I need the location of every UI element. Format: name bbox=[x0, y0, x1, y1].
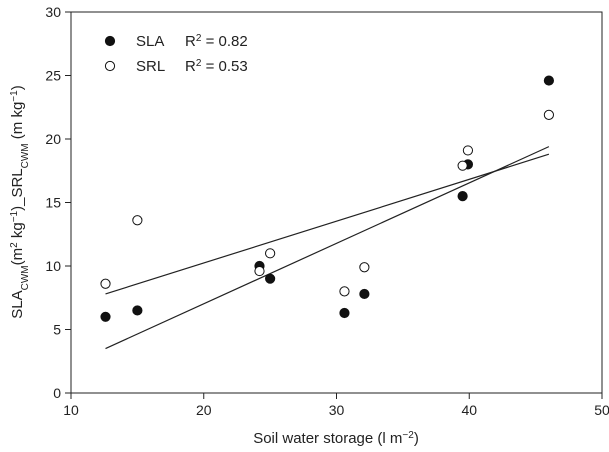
legend-marker-sla bbox=[104, 35, 116, 47]
point-srl bbox=[543, 109, 555, 120]
point-srl bbox=[132, 215, 143, 226]
x-tick-label: 10 bbox=[63, 402, 79, 418]
x-tick-label: 30 bbox=[329, 402, 345, 418]
point-sla bbox=[132, 305, 143, 316]
point-srl bbox=[254, 265, 265, 277]
x-tick-label: 50 bbox=[594, 402, 609, 418]
point-sla bbox=[543, 75, 555, 86]
legend-marker-srl bbox=[104, 60, 116, 72]
legend-r2-srl: R2 = 0.53 bbox=[185, 58, 248, 76]
point-srl bbox=[100, 278, 111, 289]
point-sla bbox=[359, 288, 370, 300]
legend-label-sla: SLA bbox=[136, 33, 164, 50]
point-sla bbox=[339, 307, 350, 319]
y-axis-label: SLACWM(m2 kg−1)_SRLCWM (m kg−1) bbox=[9, 85, 31, 318]
point-srl bbox=[265, 248, 276, 259]
y-tick-label: 10 bbox=[45, 258, 61, 274]
y-tick-label: 20 bbox=[45, 131, 61, 147]
y-tick-label: 15 bbox=[45, 195, 61, 211]
fit-lines bbox=[105, 146, 550, 350]
point-srl bbox=[457, 160, 468, 171]
y-tick-label: 5 bbox=[53, 322, 61, 338]
y-tick-label: 25 bbox=[45, 68, 61, 84]
fit-line-srl bbox=[105, 153, 550, 295]
point-srl bbox=[339, 286, 350, 297]
x-tick-label: 40 bbox=[461, 402, 477, 418]
point-sla bbox=[457, 191, 468, 202]
legend-label-srl: SRL bbox=[136, 58, 165, 75]
x-tick-label: 20 bbox=[196, 402, 212, 418]
fit-line-sla bbox=[105, 146, 550, 350]
point-srl bbox=[462, 145, 474, 156]
point-srl bbox=[359, 262, 370, 273]
y-tick-label: 30 bbox=[45, 4, 61, 20]
point-sla bbox=[265, 273, 276, 284]
data-points bbox=[100, 75, 555, 322]
point-sla bbox=[100, 311, 111, 322]
axis-ticks: 10 20 30 40 50 0 5 10 15 20 25 30 bbox=[45, 4, 609, 418]
x-axis-label: Soil water storage (l m−2) bbox=[253, 430, 419, 448]
legend: SLA R2 = 0.82 SRL R2 = 0.53 bbox=[104, 33, 248, 76]
y-tick-label: 0 bbox=[53, 385, 61, 401]
legend-r2-sla: R2 = 0.82 bbox=[185, 33, 248, 51]
